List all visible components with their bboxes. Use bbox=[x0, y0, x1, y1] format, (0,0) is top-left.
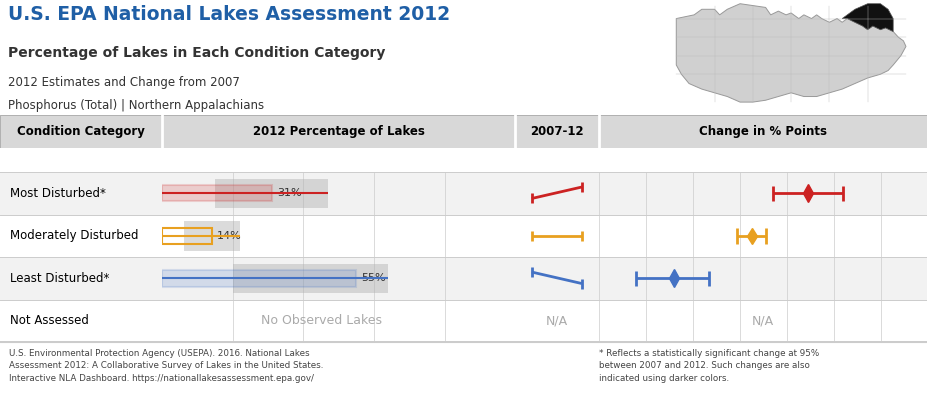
Polygon shape bbox=[676, 4, 905, 102]
Text: 14%: 14% bbox=[217, 231, 242, 241]
Text: No Observed Lakes: No Observed Lakes bbox=[260, 314, 382, 328]
Text: Not Assessed: Not Assessed bbox=[9, 314, 88, 328]
Text: Least Disturbed*: Least Disturbed* bbox=[9, 272, 109, 285]
Bar bbox=[162, 185, 272, 201]
Text: Change in % Points: Change in % Points bbox=[699, 125, 826, 138]
Text: N/A: N/A bbox=[545, 314, 567, 328]
Bar bbox=[233, 264, 387, 293]
Bar bbox=[162, 271, 356, 286]
Text: Most Disturbed*: Most Disturbed* bbox=[9, 187, 106, 200]
Text: 31%: 31% bbox=[277, 188, 301, 198]
Text: N/A: N/A bbox=[752, 314, 773, 328]
Text: Moderately Disturbed: Moderately Disturbed bbox=[9, 229, 138, 243]
Text: 2012 Percentage of Lakes: 2012 Percentage of Lakes bbox=[252, 125, 425, 138]
Text: Percentage of Lakes in Each Condition Category: Percentage of Lakes in Each Condition Ca… bbox=[8, 46, 385, 60]
Bar bbox=[162, 228, 211, 244]
Text: U.S. Environmental Protection Agency (USEPA). 2016. National Lakes
Assessment 20: U.S. Environmental Protection Agency (US… bbox=[9, 348, 324, 382]
Bar bbox=[184, 221, 240, 251]
Text: 55%: 55% bbox=[362, 273, 386, 283]
Text: Condition Category: Condition Category bbox=[18, 125, 145, 138]
Text: Phosphorus (Total) | Northern Appalachians: Phosphorus (Total) | Northern Appalachia… bbox=[8, 99, 264, 112]
Text: 2012 Estimates and Change from 2007: 2012 Estimates and Change from 2007 bbox=[8, 76, 239, 89]
Bar bbox=[215, 179, 328, 208]
Text: 2007-12: 2007-12 bbox=[529, 125, 583, 138]
Polygon shape bbox=[842, 4, 893, 32]
Text: U.S. EPA National Lakes Assessment 2012: U.S. EPA National Lakes Assessment 2012 bbox=[8, 4, 450, 23]
Text: * Reflects a statistically significant change at 95%
between 2007 and 2012. Such: * Reflects a statistically significant c… bbox=[598, 348, 818, 382]
